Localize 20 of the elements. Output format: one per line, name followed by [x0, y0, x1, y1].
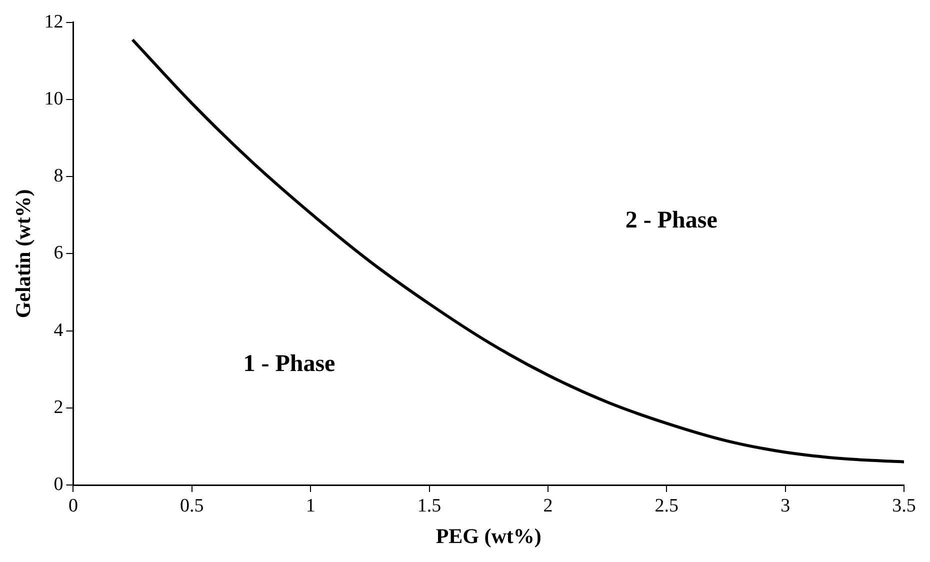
y-axis-title: Gelatin (wt%) [11, 189, 36, 318]
y-tick-label: 0 [54, 474, 64, 495]
x-axis-title: PEG (wt%) [436, 524, 542, 548]
x-tick-label: 1 [306, 495, 316, 516]
y-tick-label: 8 [54, 166, 64, 187]
x-tick-label: 0 [68, 495, 78, 516]
annotation: 1 - Phase [243, 350, 336, 377]
line-series [131, 38, 904, 464]
x-tick-label: 3.5 [892, 495, 916, 516]
y-tick-label: 12 [44, 11, 64, 32]
x-tick-label: 3 [780, 495, 790, 516]
y-tick-label: 2 [54, 396, 64, 418]
x-tick-label: 2.5 [654, 495, 679, 516]
x-tick-label: 1.5 [417, 495, 442, 516]
x-tick-label: 2 [543, 495, 553, 516]
y-tick-label: 6 [54, 242, 64, 264]
y-tick-label: 4 [54, 320, 64, 341]
x-tick-label: 0.5 [180, 495, 204, 516]
y-tick-label: 10 [44, 88, 64, 110]
annotation: 2 - Phase [625, 208, 718, 234]
